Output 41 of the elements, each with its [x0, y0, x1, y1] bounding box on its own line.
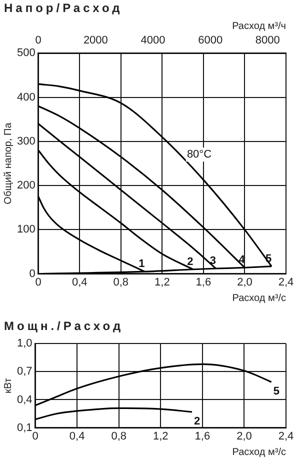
x-tick-label: 0,8: [113, 276, 129, 288]
y-tick-label: 300: [16, 135, 36, 148]
series-label: 5: [266, 252, 272, 265]
y-tick-label: 0,4: [16, 394, 32, 406]
x2-tick-label: 4000: [140, 34, 166, 47]
x-tick-label: 0,4: [69, 430, 85, 442]
y-tick-label: 0,7: [16, 366, 32, 378]
y-tick-label: 0: [29, 268, 36, 280]
series-label: 3: [210, 255, 216, 268]
series-label: 4: [238, 254, 246, 266]
x2-axis-title: Расход м³/ч: [232, 20, 286, 32]
chart-title: Мощн./Расход: [3, 318, 125, 334]
x-tick-label: 1,6: [194, 430, 210, 442]
y-tick-label: 100: [16, 224, 36, 236]
x-tick-label: 1,6: [196, 276, 212, 288]
annotation: 80°C: [186, 148, 212, 161]
x-tick-label: 1,2: [154, 276, 170, 288]
x-tick-label: 2,4: [278, 276, 294, 288]
y-axis-title: Общий напор, Па: [2, 122, 14, 204]
y-axis-title: кВт: [2, 378, 14, 394]
chart-title: Напор/Расход: [3, 0, 124, 16]
x2-tick-label: 2000: [83, 34, 108, 47]
series-label: 2: [187, 256, 194, 268]
y-tick-label: 500: [16, 47, 36, 60]
series-label: 1: [138, 258, 145, 270]
x-tick-label: 1,2: [152, 430, 168, 442]
x2-tick-label: 6000: [198, 34, 223, 47]
x-tick-label: 0,8: [111, 430, 127, 442]
x-axis-title: Расход м³/с: [232, 292, 286, 304]
x-axis-title: Расход м³/с: [232, 446, 286, 458]
y-tick-label: 400: [16, 91, 36, 104]
y-tick-label: 0,1: [16, 422, 32, 434]
x-tick-label: 2,0: [237, 276, 252, 288]
x-tick-label: 2,4: [278, 430, 294, 442]
y-tick-label: 1,0: [16, 338, 32, 350]
x-tick-label: 2,0: [236, 430, 252, 442]
series-label: 5: [273, 385, 280, 398]
series-label: 2: [194, 415, 200, 428]
y-tick-label: 200: [16, 180, 36, 192]
x-tick-label: 0,4: [72, 276, 88, 288]
x2-tick-label: 8000: [255, 34, 280, 47]
